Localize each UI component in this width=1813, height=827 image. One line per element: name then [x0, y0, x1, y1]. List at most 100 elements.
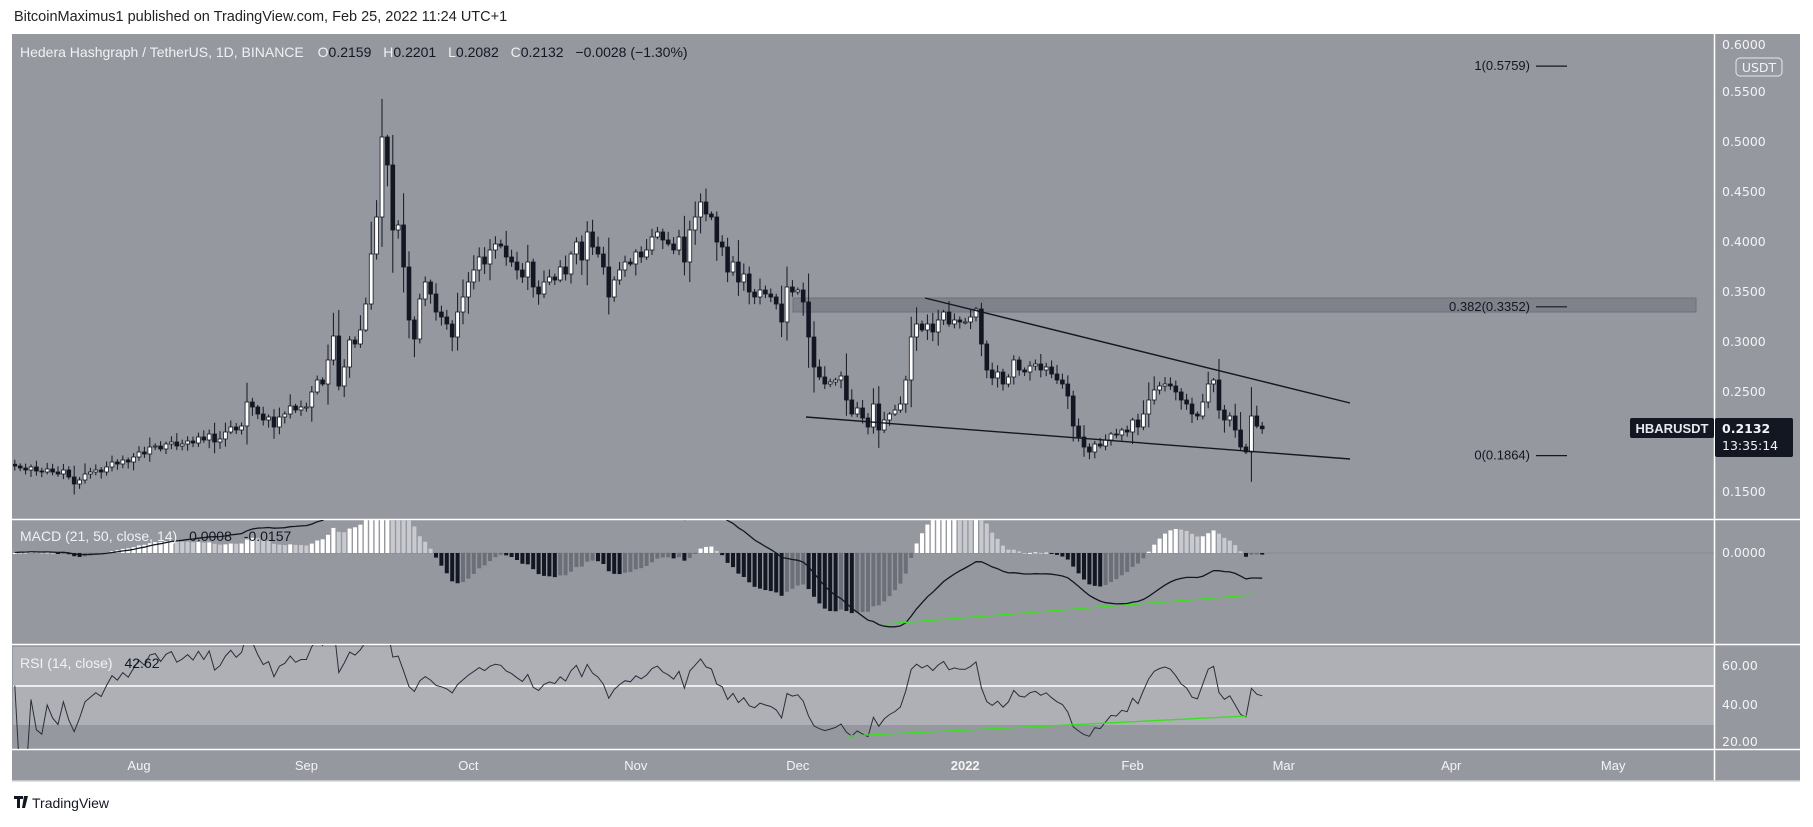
macd-histogram-bar	[801, 553, 806, 585]
macd-histogram-bar	[909, 553, 914, 558]
macd-histogram-bar	[390, 520, 395, 553]
macd-histogram-bar	[1071, 553, 1076, 567]
candle-down	[811, 336, 817, 368]
candle-up	[304, 406, 309, 409]
time-axis[interactable]: Aug Sep Oct Nov Dec 2022 Feb Mar Apr May	[127, 758, 1626, 773]
macd-histogram-bar	[752, 553, 757, 587]
candle-up	[1006, 376, 1011, 385]
candle-down	[125, 459, 131, 463]
macd-histogram-bar	[1060, 553, 1065, 557]
candle-up	[995, 371, 1000, 379]
candle-down	[1016, 359, 1022, 371]
macd-histogram-bar	[153, 542, 158, 553]
macd-histogram-bar	[1141, 553, 1146, 559]
currency-badge[interactable]	[1735, 57, 1783, 77]
macd-histogram-bar	[617, 553, 622, 575]
published-header: BitcoinMaximus1 published on TradingView…	[14, 9, 507, 25]
price-tick: 0.3500	[1722, 284, 1766, 299]
macd-histogram-bar	[520, 553, 525, 564]
macd-histogram-bar	[1249, 553, 1254, 555]
candle-down	[212, 433, 217, 443]
bar-countdown: 13:35:14	[1722, 438, 1778, 453]
candle-up	[633, 251, 639, 265]
candle-up	[649, 236, 655, 251]
macd-histogram-bar	[234, 543, 239, 553]
candle-down	[660, 231, 666, 241]
macd-histogram-bar	[585, 553, 590, 562]
candle-down	[1173, 385, 1179, 393]
macd-histogram-bar	[936, 520, 941, 553]
candle-up	[417, 298, 423, 340]
resistance-zone[interactable]	[792, 297, 1697, 313]
candle-up	[422, 281, 428, 300]
candle-up	[698, 201, 703, 218]
macd-histogram-bar	[45, 552, 50, 554]
macd-histogram-bar	[1044, 552, 1049, 554]
macd-histogram-bar	[569, 553, 573, 572]
time-tick: Mar	[1273, 758, 1296, 773]
macd-histogram-bar	[596, 553, 600, 562]
candle-down	[752, 291, 757, 298]
macd-histogram-bar	[1076, 553, 1081, 574]
macd-histogram-bar	[196, 542, 201, 553]
candle-up	[147, 446, 153, 455]
candle-down	[1038, 363, 1044, 371]
macd-histogram-bar	[347, 528, 352, 553]
time-tick: Dec	[786, 758, 810, 773]
macd-histogram-bar	[1065, 553, 1070, 560]
candle-down	[1232, 415, 1238, 431]
macd-histogram-bar	[380, 520, 384, 553]
macd-histogram-bar	[1163, 533, 1167, 553]
time-tick: Nov	[624, 758, 648, 773]
macd-histogram-bar	[687, 553, 692, 559]
candle-up	[1141, 413, 1146, 428]
price-axis[interactable]: 0.6000 0.5500 0.5000 0.4500 0.4000 0.3500 0.30…	[1722, 37, 1766, 749]
macd-histogram-bar	[158, 541, 163, 553]
macd-histogram-bar	[871, 553, 876, 607]
macd-histogram-bar	[61, 553, 66, 554]
macd-histogram-bar	[299, 545, 303, 553]
macd-histogram-bar	[369, 520, 374, 553]
wedge-lower-trendline[interactable]	[805, 416, 1351, 460]
candle-up	[898, 403, 903, 411]
macd-histogram-bar	[1098, 553, 1103, 587]
macd-histogram-bar	[720, 553, 725, 556]
macd-histogram-bar	[385, 520, 390, 553]
candle-up	[962, 321, 968, 324]
candle-down	[595, 246, 601, 255]
candle-up	[163, 443, 169, 450]
currency-label: USDT	[1742, 60, 1777, 75]
macd-histogram-bar	[482, 553, 487, 566]
candle-down	[806, 301, 811, 338]
macd-histogram-bar	[925, 524, 930, 553]
candle-down	[255, 406, 261, 415]
candle-down	[1195, 413, 1200, 417]
rsi-legend: RSI (14, close) 42.62	[20, 655, 160, 671]
candle-up	[93, 469, 99, 473]
tradingview-logo[interactable]: TradingView	[14, 795, 110, 811]
rsi-tick: 20.00	[1722, 734, 1758, 749]
candle-up	[61, 469, 66, 475]
rsi-divergence-line[interactable]	[847, 715, 1248, 737]
candle-up	[547, 276, 552, 283]
macd-histogram-bar	[628, 553, 633, 573]
candle-up	[487, 249, 493, 265]
macd-divergence-line[interactable]	[884, 594, 1253, 625]
candle-down	[671, 243, 676, 251]
macd-histogram-bar	[201, 542, 206, 553]
candle-down	[444, 316, 450, 325]
candle-down	[989, 369, 995, 379]
candle-down	[509, 256, 514, 263]
candle-up	[28, 466, 34, 471]
wedge-upper-trendline[interactable]	[924, 297, 1351, 404]
macd-histogram-bar	[504, 553, 509, 556]
candle-up	[325, 359, 331, 385]
macd-histogram-bar	[212, 543, 217, 553]
candle-down	[55, 471, 61, 475]
candle-down	[66, 469, 72, 478]
candle-up	[379, 136, 385, 218]
macd-histogram-bar	[23, 552, 28, 554]
macd-histogram-bar	[795, 553, 800, 586]
macd-histogram-bar	[1146, 551, 1151, 553]
